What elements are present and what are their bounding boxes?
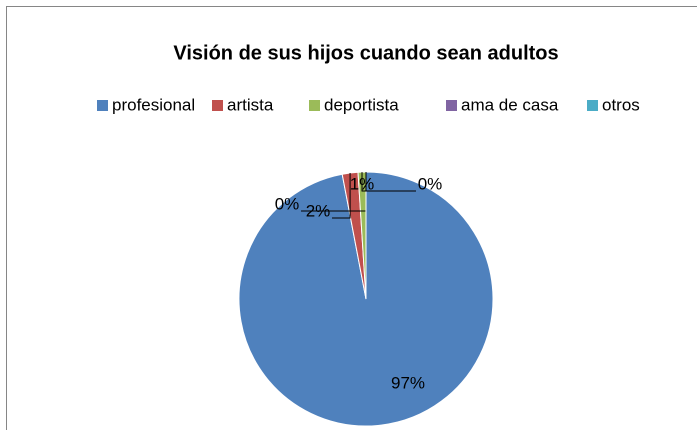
legend-swatch — [446, 100, 457, 111]
legend-swatch — [212, 100, 223, 111]
legend-swatch — [97, 100, 108, 111]
data-label: 97% — [391, 373, 425, 392]
leader-line — [365, 172, 416, 192]
legend-label: otros — [602, 95, 640, 114]
leader-line — [332, 173, 351, 219]
chart-title: Visión de sus hijos cuando sean adultos — [173, 42, 558, 64]
legend-label: artista — [227, 95, 274, 114]
legend-swatch — [309, 100, 320, 111]
legend-swatch — [587, 100, 598, 111]
legend-label: deportista — [324, 95, 399, 114]
data-label: 0% — [418, 174, 443, 193]
data-label: 0% — [275, 194, 300, 213]
legend-label: profesional — [112, 95, 195, 114]
legend-label: ama de casa — [461, 95, 559, 114]
data-label: 1% — [350, 174, 375, 193]
